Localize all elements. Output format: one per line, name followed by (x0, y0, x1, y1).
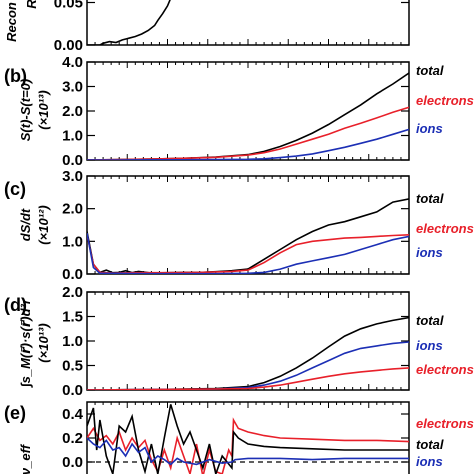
panel-c-frame (86, 175, 410, 275)
panel-d-letter: (d) (4, 295, 27, 315)
panel-a-series-total (87, 0, 171, 45)
panel-c-letter: (c) (4, 179, 26, 199)
panel-a-ytick-label: 0.00 (54, 37, 83, 54)
panel-c-series-electrons (87, 234, 409, 274)
panel-b-ytick-label: 1.0 (62, 128, 83, 145)
panel-a-ytick-label: 0.05 (54, 0, 83, 12)
panel-a-ylabel-r: R (24, 0, 39, 9)
panel-e-series-electrons (87, 417, 409, 474)
panel-b-ytick-label: 2.0 (62, 103, 83, 120)
panel-b-ytick-label: 0.0 (62, 152, 83, 169)
panel-c-series-ions (87, 233, 409, 274)
panel-a-frame (86, 0, 410, 46)
panel-b-series-total (87, 72, 409, 160)
panel-b-series-ions (87, 128, 409, 160)
panel-c-series-total (87, 198, 409, 274)
panel-b-letter: (b) (4, 66, 27, 86)
panel-e-ytick-label: 0.0 (62, 454, 83, 471)
panel-e-ytick-label: 0.4 (62, 406, 84, 423)
panel-e-legend-total: total (416, 437, 444, 452)
panel-c-legend-electrons: electrons (416, 221, 474, 236)
panel-d-legend-total: total (416, 313, 444, 328)
panel-d-series-total (87, 316, 409, 390)
panel-d-series-electrons (87, 367, 409, 390)
panel-b-yunit: (×10¹³) (36, 90, 51, 129)
panel-c-ylabel: dS/dt (18, 208, 33, 241)
panel-d-frame (86, 291, 410, 391)
panel-d-ylabel: ∫s_M(r⃗)·s(r⃗)d³r (18, 298, 33, 388)
panel-b-legend-electrons: electrons (416, 93, 474, 108)
panel-e-legend-ions: ions (416, 454, 443, 469)
panel-b-ytick-label: 4.0 (62, 54, 83, 71)
panel-a-ylabel: Recon (4, 2, 19, 42)
panel-c-yunit: (×10¹²) (36, 205, 51, 244)
panel-b-ylabel: S(t)-S(t=0) (18, 79, 33, 141)
panel-b-ytick-label: 3.0 (62, 79, 83, 96)
panel-c-ytick-label: 3.0 (62, 168, 83, 185)
panel-c-ytick-label: 0.0 (62, 266, 83, 283)
panel-b-frame (86, 61, 410, 161)
panel-d-ytick-label: 2.0 (62, 284, 83, 301)
panel-d-ytick-label: 0.0 (62, 382, 83, 399)
panel-b-legend-ions: ions (416, 121, 443, 136)
panel-c-ytick-label: 2.0 (62, 201, 83, 218)
panel-d-ytick-label: 1.0 (62, 333, 83, 350)
panel-e-frame (86, 401, 410, 474)
panel-d-legend-ions: ions (416, 338, 443, 353)
panel-e-ytick-label: 0.2 (62, 430, 83, 447)
panel-e-letter: (e) (4, 403, 26, 423)
panel-d-series-ions (87, 341, 409, 390)
panel-d-ytick-label: 1.5 (62, 309, 83, 326)
panel-e-series-total (87, 404, 409, 474)
panel-e-series-ions (87, 437, 409, 466)
panel-c-ytick-label: 1.0 (62, 233, 83, 250)
panel-c-legend-total: total (416, 191, 444, 206)
panel-d-legend-electrons: electrons (416, 362, 474, 377)
panel-d-ytick-label: 0.5 (62, 358, 83, 375)
panel-e-legend-electrons: electrons (416, 416, 474, 431)
panel-c-legend-ions: ions (416, 245, 443, 260)
panel-e-ylabel: ν_eff (18, 443, 33, 474)
panel-b-series-electrons (87, 106, 409, 160)
panel-b-legend-total: total (416, 63, 444, 78)
panel-d-yunit: (×10¹³) (36, 323, 51, 362)
